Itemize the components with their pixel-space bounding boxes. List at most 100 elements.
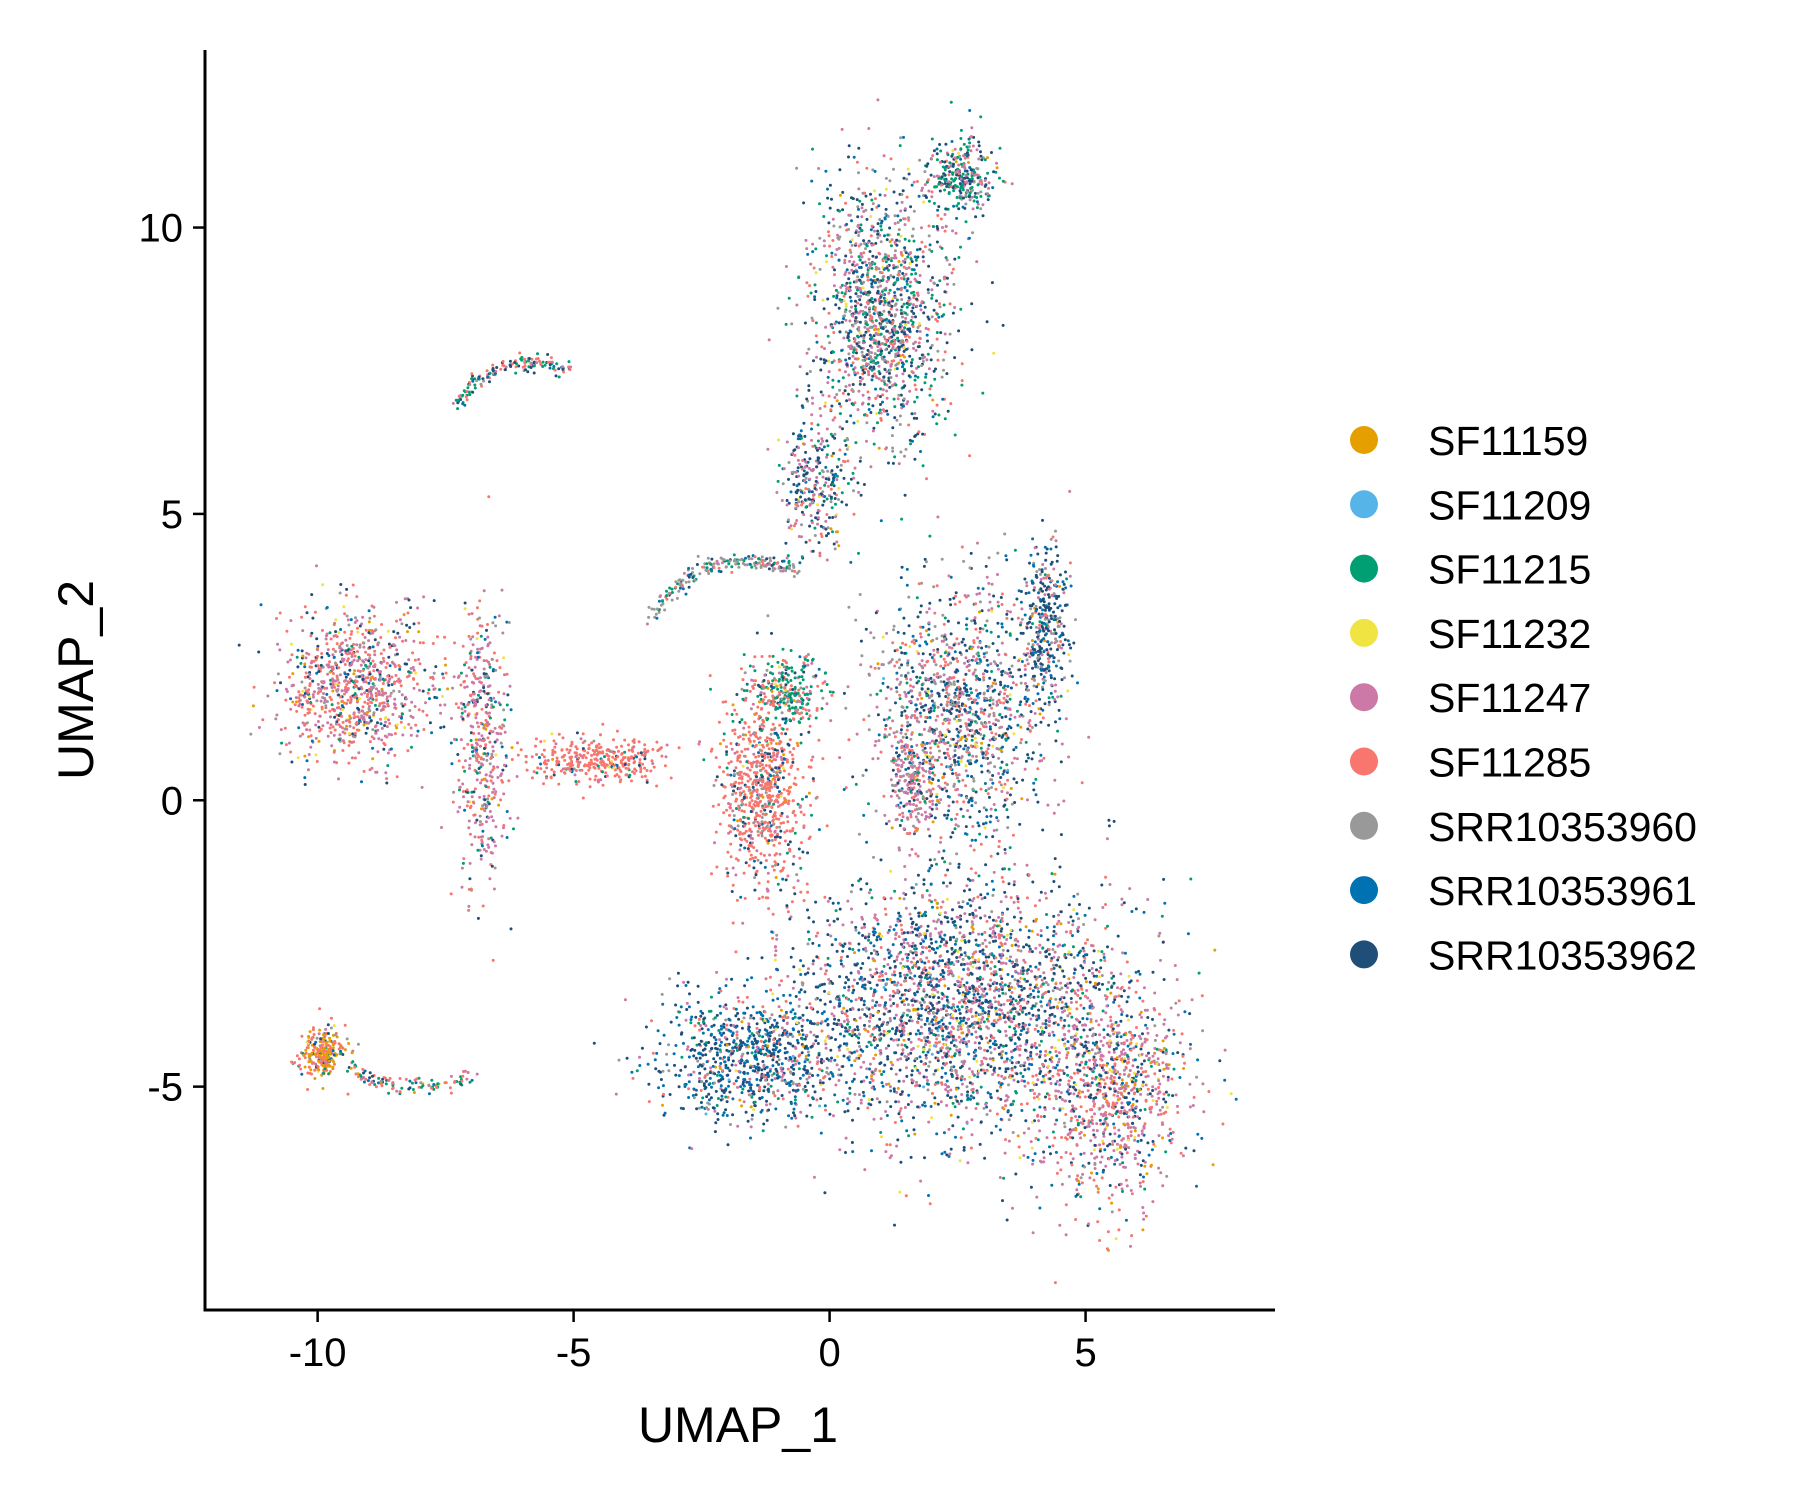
data-point-sf11285 — [782, 769, 786, 773]
data-point-srr10353960 — [913, 412, 917, 415]
data-point-sf11232 — [827, 359, 831, 363]
data-point-sf11247 — [920, 189, 924, 192]
data-point-srr10353960 — [667, 591, 671, 595]
data-point-sf11215 — [876, 353, 879, 357]
data-point-sf11247 — [288, 658, 292, 662]
data-point-sf11285 — [1106, 1230, 1110, 1234]
data-point-srr10353960 — [482, 757, 485, 761]
data-point-sf11159 — [474, 738, 478, 742]
data-point-sf11232 — [1005, 933, 1009, 937]
data-point-srr10353962 — [945, 372, 949, 376]
data-point-sf11285 — [414, 723, 418, 727]
data-point-sf11215 — [851, 471, 855, 475]
data-point-srr10353962 — [891, 768, 895, 772]
data-point-sf11247 — [997, 915, 1001, 919]
data-point-srr10353961 — [476, 651, 479, 655]
data-point-srr10353962 — [932, 308, 936, 312]
data-point-sf11247 — [893, 253, 897, 257]
data-point-sf11247 — [999, 974, 1003, 978]
data-point-srr10353961 — [1196, 1132, 1200, 1136]
data-point-srr10353962 — [828, 206, 832, 210]
data-point-sf11215 — [935, 422, 939, 426]
data-point-srr10353962 — [471, 390, 475, 394]
data-point-srr10353960 — [978, 600, 982, 604]
data-point-sf11285 — [919, 625, 923, 629]
data-point-srr10353962 — [762, 1089, 766, 1093]
data-point-srr10353960 — [675, 596, 679, 600]
data-point-sf11285 — [325, 642, 329, 646]
data-point-srr10353962 — [1029, 1050, 1033, 1054]
data-point-sf11247 — [987, 608, 991, 612]
data-point-sf11215 — [328, 631, 332, 635]
data-point-sf11285 — [278, 611, 282, 615]
data-point-srr10353960 — [347, 623, 351, 627]
data-point-srr10353960 — [856, 205, 860, 209]
data-point-sf11215 — [935, 312, 939, 316]
data-point-sf11215 — [846, 482, 850, 485]
data-point-sf11215 — [1070, 1015, 1074, 1019]
data-point-srr10353962 — [995, 649, 999, 653]
data-point-srr10353961 — [940, 1152, 944, 1156]
data-point-srr10353961 — [717, 569, 721, 573]
data-point-sf11285 — [871, 1006, 874, 1009]
data-point-srr10353961 — [895, 671, 899, 675]
data-point-sf11285 — [252, 685, 256, 689]
data-point-sf11247 — [1151, 1085, 1155, 1089]
data-point-sf11285 — [1159, 1112, 1163, 1116]
data-point-srr10353962 — [968, 932, 972, 935]
data-point-srr10353961 — [1042, 650, 1046, 654]
data-point-srr10353962 — [923, 961, 927, 965]
data-point-sf11285 — [789, 684, 793, 688]
data-point-sf11247 — [546, 759, 550, 762]
data-point-srr10353961 — [708, 1076, 712, 1080]
data-point-sf11285 — [997, 698, 1001, 702]
data-point-sf11247 — [1047, 1016, 1051, 1020]
data-point-sf11285 — [842, 459, 845, 463]
data-point-sf11247 — [1023, 767, 1027, 771]
data-point-srr10353962 — [933, 816, 937, 820]
data-point-sf11215 — [820, 707, 824, 711]
data-point-sf11285 — [827, 230, 830, 234]
data-point-sf11285 — [542, 748, 546, 752]
data-point-srr10353962 — [910, 1069, 914, 1073]
data-point-sf11285 — [750, 799, 754, 803]
data-point-sf11247 — [386, 751, 390, 755]
data-point-sf11215 — [408, 670, 412, 674]
data-point-sf11247 — [995, 700, 999, 704]
data-point-srr10353961 — [681, 587, 685, 591]
data-point-srr10353961 — [719, 1011, 723, 1015]
data-point-sf11285 — [900, 928, 904, 932]
data-point-srr10353962 — [812, 972, 816, 976]
data-point-sf11285 — [839, 404, 843, 408]
data-point-sf11247 — [798, 462, 802, 466]
data-point-srr10353960 — [879, 240, 883, 244]
data-point-sf11285 — [893, 1121, 897, 1124]
data-point-sf11247 — [1052, 567, 1056, 571]
data-point-srr10353961 — [1052, 934, 1055, 938]
data-point-srr10353961 — [896, 287, 900, 291]
data-point-sf11285 — [747, 785, 751, 789]
data-point-sf11247 — [812, 493, 815, 497]
data-point-srr10353961 — [904, 768, 908, 771]
data-point-sf11215 — [466, 386, 470, 390]
data-point-sf11285 — [404, 1077, 408, 1081]
data-point-srr10353961 — [1023, 613, 1027, 617]
data-point-sf11232 — [816, 503, 820, 507]
data-point-srr10353962 — [730, 977, 734, 981]
data-point-sf11247 — [475, 721, 479, 725]
data-point-srr10353962 — [1052, 610, 1055, 614]
data-point-sf11159 — [412, 1091, 416, 1094]
data-point-sf11247 — [412, 686, 416, 690]
data-point-srr10353962 — [965, 1033, 969, 1037]
data-point-sf11232 — [463, 607, 467, 611]
data-point-srr10353961 — [1042, 675, 1046, 679]
data-point-sf11247 — [353, 621, 357, 624]
data-point-srr10353961 — [687, 1080, 691, 1084]
data-point-srr10353961 — [806, 1047, 810, 1050]
data-point-sf11247 — [1000, 1074, 1004, 1078]
data-point-srr10353962 — [784, 541, 788, 545]
data-point-sf11285 — [766, 821, 770, 825]
data-point-srr10353962 — [808, 1103, 812, 1107]
data-point-srr10353960 — [488, 762, 492, 766]
data-point-sf11285 — [940, 1046, 944, 1050]
